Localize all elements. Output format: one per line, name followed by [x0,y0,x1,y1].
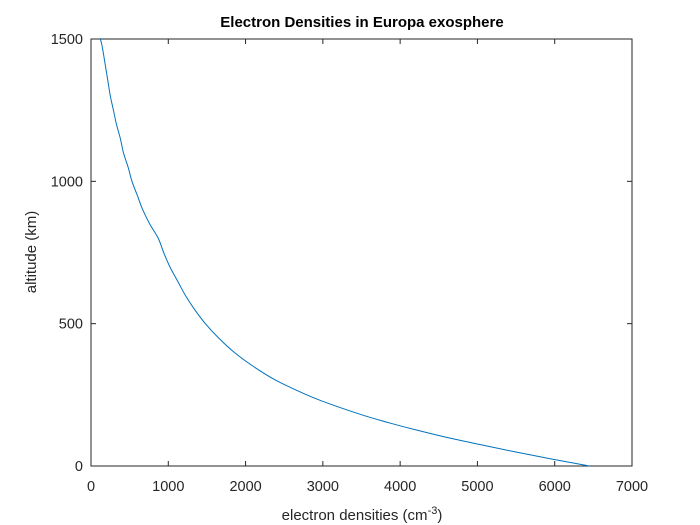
y-axis: 0 500 1000 1500 [51,32,632,475]
y-tick-label: 1000 [51,174,83,190]
x-axis: 0 1000 2000 3000 4000 5000 6000 7000 [87,39,648,495]
y-tick-label: 1500 [51,32,83,48]
x-tick-label: 3000 [307,479,339,495]
x-tick-label: 6000 [539,479,571,495]
x-tick-label: 1000 [152,479,184,495]
x-axis-label-text: electron densities (cm [282,507,428,524]
plot-area: 0 1000 2000 3000 4000 5000 6000 7000 0 500 1000 15… [51,32,648,495]
x-axis-label-superscript: -3 [428,505,438,517]
x-tick-label: 4000 [384,479,416,495]
y-tick-label: 0 [75,459,83,475]
series-line-electron-density [99,38,590,467]
x-tick-label: 2000 [229,479,261,495]
chart-title: Electron Densities in Europa exosphere [220,14,503,31]
x-tick-label: 0 [87,479,95,495]
x-tick-label: 5000 [461,479,493,495]
x-axis-label: electron densities (cm-3) [282,505,443,524]
y-tick-label: 500 [59,317,83,333]
axes-box [90,38,633,467]
y-axis-label: altitude (km) [23,211,40,294]
x-axis-label-suffix: ) [437,507,442,524]
x-tick-label: 7000 [616,479,648,495]
